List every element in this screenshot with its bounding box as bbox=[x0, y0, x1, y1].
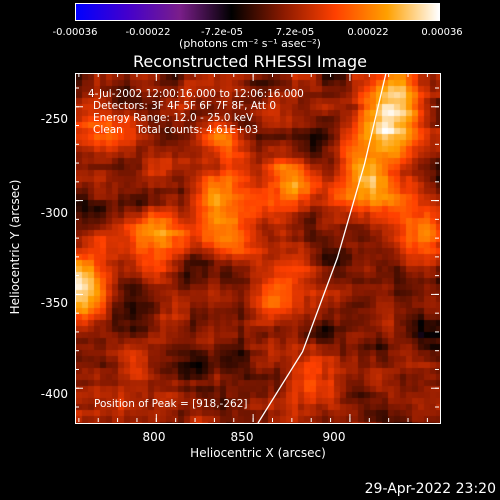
solar-limb-curve bbox=[257, 74, 387, 423]
timestamp: 29-Apr-2022 23:20 bbox=[364, 481, 496, 497]
x-tick-label: 850 bbox=[230, 430, 254, 444]
colorbar-tick-label: 7.2e-05 bbox=[275, 27, 315, 38]
x-tick-label: 800 bbox=[142, 430, 166, 444]
x-tick-label: 900 bbox=[322, 430, 346, 444]
info-energy-range: Energy Range: 12.0 - 25.0 keV bbox=[93, 112, 254, 124]
colorbar-tick-label: 0.00036 bbox=[421, 27, 463, 38]
info-total-counts: Clean Total counts: 4.61E+03 bbox=[93, 124, 259, 136]
info-detectors: Detectors: 3F 4F 5F 6F 7F 8F, Att 0 bbox=[93, 100, 277, 112]
y-axis-label: Heliocentric Y (arcsec) bbox=[8, 179, 22, 315]
heatmap-image bbox=[76, 74, 440, 423]
chart-title: Reconstructed RHESSI Image bbox=[133, 52, 367, 71]
colorbar-tick-label: -0.00022 bbox=[125, 27, 171, 38]
plot-area bbox=[75, 73, 441, 424]
colorbar-units: (photons cm⁻² s⁻¹ asec⁻²) bbox=[179, 37, 321, 50]
info-time-range: 4-Jul-2002 12:00:16.000 to 12:06:16.000 bbox=[88, 88, 304, 100]
peak-position-label: Position of Peak = [918,-262] bbox=[94, 398, 248, 410]
x-axis-label: Heliocentric X (arcsec) bbox=[190, 446, 326, 460]
colorbar-tick-label: 0.00022 bbox=[347, 27, 389, 38]
y-tick-label: -400 bbox=[40, 387, 68, 401]
y-tick-label: -250 bbox=[40, 112, 68, 126]
y-tick-label: -350 bbox=[40, 296, 68, 310]
colorbar-tick-label: -7.2e-05 bbox=[201, 27, 243, 38]
y-tick-label: -300 bbox=[40, 206, 68, 220]
limb-overlay bbox=[257, 74, 387, 423]
colorbar-tick-label: -0.00036 bbox=[52, 27, 98, 38]
colorbar bbox=[75, 3, 440, 21]
